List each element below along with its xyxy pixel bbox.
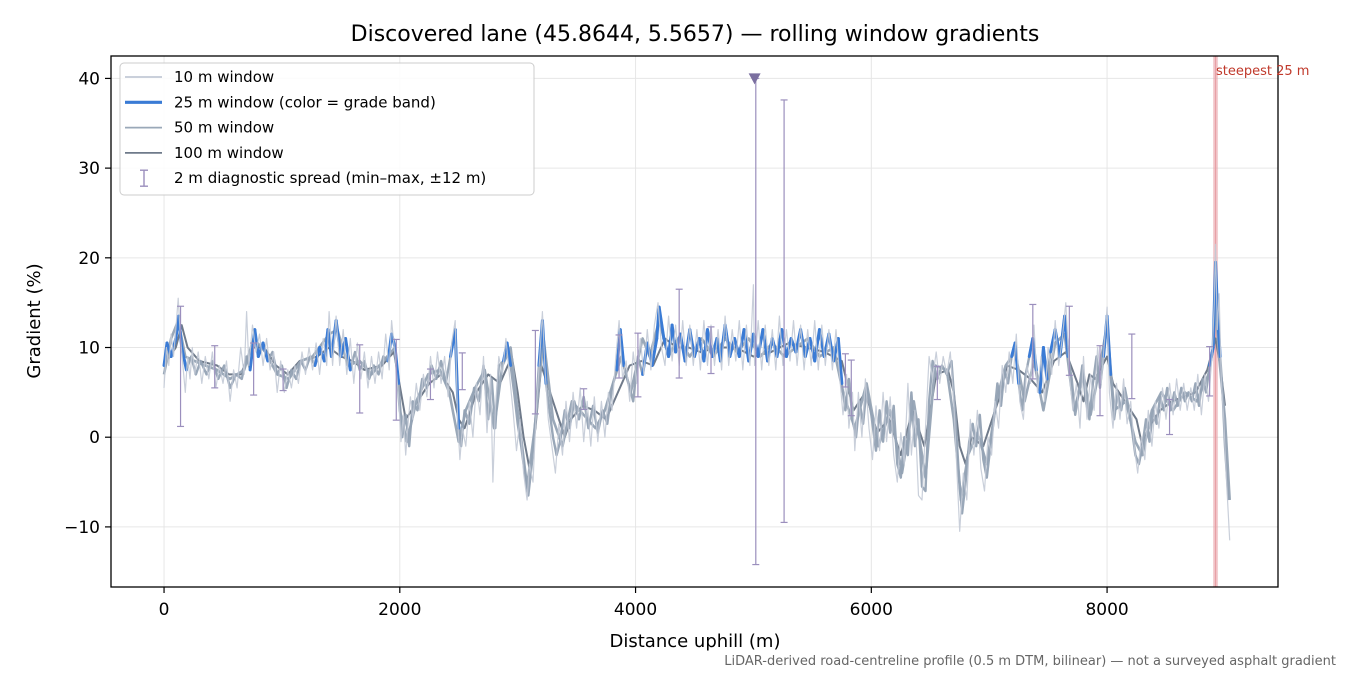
series-highlight-segment	[817, 328, 826, 358]
legend-label: 50 m window	[174, 119, 274, 137]
legend-label: 100 m window	[174, 144, 284, 162]
chart-title: Discovered lane (45.8644, 5.5657) — roll…	[351, 22, 1040, 47]
x-tick-label: 8000	[1085, 600, 1128, 620]
triangle-marker	[748, 73, 761, 85]
y-axis-ticks: −10 0 10 20 30 40	[64, 69, 111, 538]
legend-label: 10 m window	[174, 68, 274, 86]
x-tick-label: 6000	[850, 600, 893, 620]
series-line	[163, 243, 1231, 541]
x-axis-ticks: 0 2000 4000 6000 8000	[159, 587, 1129, 620]
marker-layer	[748, 73, 761, 85]
legend-label: 2 m diagnostic spread (min–max, ±12 m)	[174, 169, 486, 187]
series-highlight-segment	[761, 328, 770, 363]
steepest-label: steepest 25 m	[1216, 64, 1309, 79]
grid-lines	[111, 56, 1278, 587]
series-highlight-segment	[836, 337, 844, 385]
y-tick-label: 40	[78, 69, 100, 89]
x-axis-label: Distance uphill (m)	[610, 631, 781, 652]
legend: 10 m window 25 m window (color = grade ba…	[119, 62, 535, 196]
legend-label: 25 m window (color = grade band)	[174, 93, 436, 111]
series-highlight-segment	[505, 341, 513, 367]
plot-frame	[110, 55, 1279, 588]
series-highlight-segment	[650, 337, 659, 367]
errorbar-layer	[177, 77, 1214, 566]
y-tick-label: 20	[78, 249, 100, 269]
x-tick-label: 0	[159, 600, 170, 620]
legend-box	[119, 62, 535, 196]
y-tick-label: 30	[78, 159, 100, 179]
series-highlight-segment	[180, 346, 188, 372]
y-tick-label: 0	[89, 428, 100, 448]
footnote: LiDAR-derived road-centreline profile (0…	[724, 654, 1336, 669]
series-highlight-segment	[742, 328, 751, 363]
y-tick-label: −10	[64, 518, 100, 538]
series-highlight-segment	[344, 337, 352, 372]
series-highlight-segment	[1216, 319, 1222, 358]
x-tick-label: 2000	[378, 600, 421, 620]
series-highlight-segment	[657, 305, 666, 341]
x-tick-label: 4000	[614, 600, 657, 620]
y-axis-label: Gradient (%)	[24, 263, 45, 378]
y-tick-label: 10	[78, 339, 100, 359]
